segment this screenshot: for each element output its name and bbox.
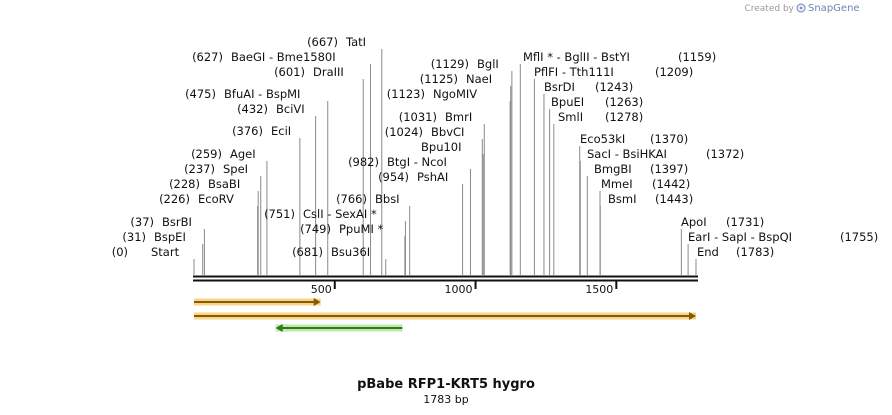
site-labels: (0) Start (31) BspEI (37) BsrBI (226) Ec… — [112, 35, 879, 259]
ruler-tick-label: 1000 — [445, 283, 473, 296]
feature-arrow-2[interactable] — [194, 312, 696, 320]
feature-arrowhead — [313, 298, 321, 306]
sequence-backbone — [193, 275, 698, 282]
site-pos-bfuai: (475) — [185, 87, 216, 101]
site-bsrbi: BsrBI — [162, 215, 192, 229]
credit-brand: SnapGene — [808, 3, 860, 14]
site-bbvci: BbvCI — [431, 125, 464, 139]
feature-arrow-1[interactable] — [194, 298, 321, 306]
site-pos-naei: (1125) — [420, 72, 458, 86]
site-start: Start — [151, 245, 180, 259]
site-pos-bspei: (31) — [122, 230, 146, 244]
site-bsrdi: BsrDI — [544, 80, 575, 94]
site-pos-mfli: (1159) — [678, 50, 716, 64]
site-pos-eco53ki: (1370) — [650, 132, 688, 146]
feature-arrowhead — [689, 312, 696, 320]
site-baegi-bme1580i: BaeGI - Bme1580I — [231, 50, 336, 64]
site-pos-mmei: (1442) — [652, 177, 690, 191]
site-pos-csli: (751) — [264, 207, 295, 221]
site-saci-bsihkai: SacI - BsiHKAI — [587, 147, 667, 161]
site-bsu36i: Bsu36I — [331, 245, 370, 259]
site-pos-draiii: (601) — [274, 65, 305, 79]
site-ecorv: EcoRV — [198, 192, 234, 206]
site-pshai: PshAI — [417, 170, 448, 184]
site-pflfi-tth111i: PflFI - Tth111I — [534, 65, 614, 79]
site-naei: NaeI — [466, 72, 492, 86]
site-bsabi: BsaBI — [208, 177, 240, 191]
ruler-tick-label: 1500 — [585, 283, 613, 296]
site-eari-sapi-bspqi: EarI - SapI - BspQI — [688, 230, 792, 244]
site-spei: SpeI — [223, 162, 248, 176]
site-mmei: MmeI — [601, 177, 633, 191]
site-bsmi: BsmI — [608, 192, 636, 206]
credit-logo: Created by SnapGene — [744, 3, 859, 14]
site-pos-start: (0) — [112, 245, 128, 259]
ruler-tick-label: 500 — [311, 283, 332, 296]
site-pos-bgli: (1129) — [431, 57, 469, 71]
site-pos-pflfi: (1209) — [655, 65, 693, 79]
plasmid-length: 1783 bp — [423, 393, 468, 406]
site-ngomiv: NgoMIV — [433, 87, 477, 101]
site-leader-lines — [193, 49, 697, 275]
site-pos-bmgbi: (1397) — [650, 162, 688, 176]
feature-arrowhead — [275, 324, 283, 332]
site-pos-bmri: (1031) — [399, 110, 437, 124]
site-pos-bbvci: (1024) — [385, 125, 423, 139]
site-bspei: BspEI — [154, 230, 186, 244]
site-pos-spei: (237) — [184, 162, 215, 176]
site-pos-ppumi: (749) — [300, 222, 331, 236]
site-pos-smli: (1278) — [605, 110, 643, 124]
site-mfli-bglii-bstyi: MflI * - BglII - BstYI — [523, 50, 630, 64]
site-pos-bbsi: (766) — [336, 192, 367, 206]
ruler: 500 1000 1500 — [311, 281, 618, 296]
site-bpu10i: Bpu10I — [421, 140, 462, 154]
site-pos-saci: (1372) — [706, 147, 744, 161]
site-tati: TatI — [345, 35, 366, 49]
site-bgli: BglI — [477, 57, 499, 71]
credit-text: Created by — [744, 4, 794, 14]
site-pos-bsu36i: (681) — [292, 245, 323, 259]
snapgene-logo-icon — [796, 3, 806, 13]
site-bmri: BmrI — [445, 110, 472, 124]
site-pos-bcivi: (432) — [237, 102, 268, 116]
site-eco53ki: Eco53kI — [580, 132, 625, 146]
site-agei: AgeI — [230, 147, 256, 161]
site-pos-agei: (259) — [191, 147, 222, 161]
site-pos-bsrdi: (1243) — [595, 80, 633, 94]
site-ppumi: PpuMI * — [339, 222, 383, 236]
site-csli-sexai: CslI - SexAI * — [303, 207, 377, 221]
site-pos-pshai: (954) — [378, 170, 409, 184]
site-apoi: ApoI — [681, 215, 707, 229]
site-pos-btgi: (982) — [348, 155, 379, 169]
feature-arrow-3[interactable] — [275, 324, 403, 332]
site-pos-bsmi: (1443) — [655, 192, 693, 206]
site-pos-end: (1783) — [736, 245, 774, 259]
plasmid-name: pBabe RFP1-KRT5 hygro — [357, 377, 535, 392]
site-bbsi: BbsI — [375, 192, 400, 206]
site-end: End — [697, 245, 719, 259]
site-pos-tati: (667) — [307, 35, 338, 49]
site-draiii: DraIII — [313, 65, 344, 79]
site-pos-eari: (1755) — [840, 230, 878, 244]
site-pos-apoi: (1731) — [726, 215, 764, 229]
site-smli: SmlI — [558, 110, 583, 124]
site-pos-ngomiv: (1123) — [387, 87, 425, 101]
site-bpuei: BpuEI — [551, 95, 584, 109]
site-bmgbi: BmgBI — [594, 162, 632, 176]
site-pos-bpuei: (1263) — [605, 95, 643, 109]
features — [194, 298, 696, 332]
site-ecii: EciI — [271, 124, 291, 138]
site-pos-ecii: (376) — [232, 124, 263, 138]
site-pos-baegi: (627) — [192, 50, 223, 64]
site-bcivi: BciVI — [276, 102, 305, 116]
site-pos-bsabi: (228) — [169, 177, 200, 191]
site-btgi-ncoi: BtgI - NcoI — [387, 155, 447, 169]
site-pos-ecorv: (226) — [159, 192, 190, 206]
site-pos-bsrbi: (37) — [130, 215, 154, 229]
site-bfuai-bspmi: BfuAI - BspMI — [224, 87, 300, 101]
